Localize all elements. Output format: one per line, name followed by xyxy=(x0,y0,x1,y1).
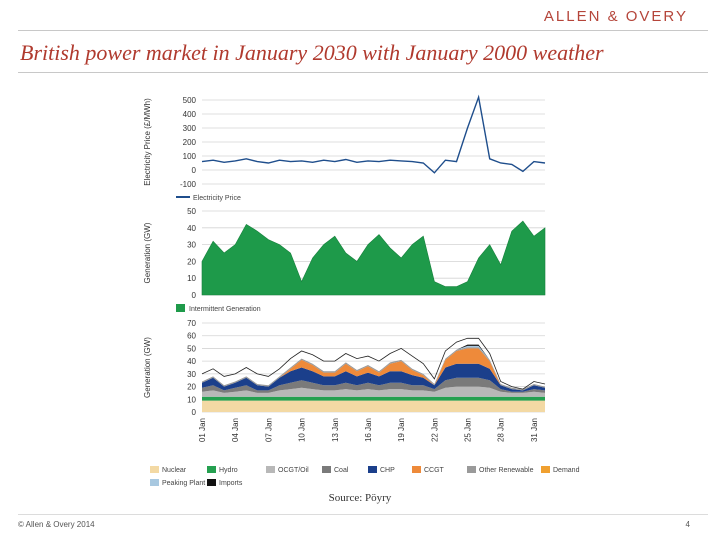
x-tick-label: 31 Jan xyxy=(530,418,539,442)
y-tick-label: 70 xyxy=(187,319,196,328)
stack-area-nuclear xyxy=(202,400,545,412)
stack-area-coal xyxy=(202,377,545,393)
legend-swatch-2 xyxy=(266,466,275,473)
legend-label-0: Nuclear xyxy=(162,467,187,474)
y-tick-label: 50 xyxy=(187,207,196,216)
legend-swatch-5 xyxy=(412,466,421,473)
y-tick-label: 0 xyxy=(192,291,197,300)
legend-swatch-row2-0 xyxy=(150,479,159,486)
y-tick-label: 0 xyxy=(192,166,197,175)
y-tick-label: 400 xyxy=(183,110,197,119)
copyright: © Allen & Overy 2014 xyxy=(18,520,95,529)
legend-label-7: Demand xyxy=(553,467,580,474)
x-tick-label: 28 Jan xyxy=(497,418,506,442)
source-note: Source: Pöyry xyxy=(328,492,392,504)
y-tick-label: 500 xyxy=(183,96,197,105)
legend-swatch-3 xyxy=(322,466,331,473)
x-tick-label: 19 Jan xyxy=(397,418,406,442)
y-tick-label: 40 xyxy=(187,224,196,233)
y-axis-label: Generation (GW) xyxy=(143,337,152,398)
x-tick-label: 10 Jan xyxy=(298,418,307,442)
page-number: 4 xyxy=(685,520,690,529)
legend-label-row2-0: Peaking Plant xyxy=(162,480,205,487)
title-rule xyxy=(18,72,708,73)
y-tick-label: -100 xyxy=(180,180,197,189)
legend-label-1: Hydro xyxy=(219,467,238,474)
legend-swatch-1 xyxy=(207,466,216,473)
stack-area-hydro xyxy=(202,396,545,401)
brand-logo: ALLEN & OVERY xyxy=(543,8,688,25)
legend-swatch-row2-1 xyxy=(207,479,216,486)
legend-label-intermittent: Intermittent Generation xyxy=(189,306,261,313)
legend-swatch-4 xyxy=(368,466,377,473)
x-tick-label: 13 Jan xyxy=(331,418,340,442)
legend-label-3: Coal xyxy=(334,467,349,474)
x-tick-label: 22 Jan xyxy=(430,418,439,442)
legend-swatch-7 xyxy=(541,466,550,473)
y-tick-label: 50 xyxy=(187,344,196,353)
intermittent-area xyxy=(201,220,546,296)
y-tick-label: 40 xyxy=(187,357,196,366)
y-axis-label: Electricity Price (£/MWh) xyxy=(143,98,152,186)
y-tick-label: 300 xyxy=(183,124,197,133)
stack-area-chp xyxy=(202,363,545,392)
y-tick-label: 200 xyxy=(183,138,197,147)
stack-area-other-renewable xyxy=(202,347,545,391)
header-rule xyxy=(18,30,708,31)
stack-area-ocgt-oil xyxy=(202,386,545,397)
legend-label-4: CHP xyxy=(380,467,395,474)
x-tick-label: 07 Jan xyxy=(264,418,273,442)
y-tick-label: 100 xyxy=(183,152,197,161)
price-series-line xyxy=(201,94,546,174)
legend-label-price: Electricity Price xyxy=(193,195,241,202)
y-tick-label: 30 xyxy=(187,370,196,379)
y-tick-label: 60 xyxy=(187,332,196,341)
y-tick-label: 20 xyxy=(187,257,196,266)
legend-swatch-0 xyxy=(150,466,159,473)
x-tick-label: 01 Jan xyxy=(198,418,207,442)
legend-swatch-6 xyxy=(467,466,476,473)
x-tick-label: 25 Jan xyxy=(464,418,473,442)
legend-label-row2-1: Imports xyxy=(219,480,243,487)
y-axis-label: Generation (GW) xyxy=(143,222,152,283)
legend-label-6: Other Renewable xyxy=(479,467,534,474)
y-tick-label: 10 xyxy=(187,274,196,283)
legend-label-2: OCGT/Oil xyxy=(278,467,309,474)
y-tick-label: 10 xyxy=(187,395,196,404)
y-tick-label: 20 xyxy=(187,383,196,392)
footer-rule xyxy=(18,514,708,515)
y-tick-label: 0 xyxy=(192,408,197,417)
demand-line xyxy=(201,337,546,390)
x-tick-label: 16 Jan xyxy=(364,418,373,442)
x-tick-label: 04 Jan xyxy=(231,418,240,442)
legend-label-5: CCGT xyxy=(424,467,445,474)
y-tick-label: 30 xyxy=(187,241,196,250)
stack-area-ccgt xyxy=(202,348,545,391)
legend-swatch-intermittent xyxy=(176,304,185,312)
page-title: British power market in January 2030 wit… xyxy=(20,40,604,65)
